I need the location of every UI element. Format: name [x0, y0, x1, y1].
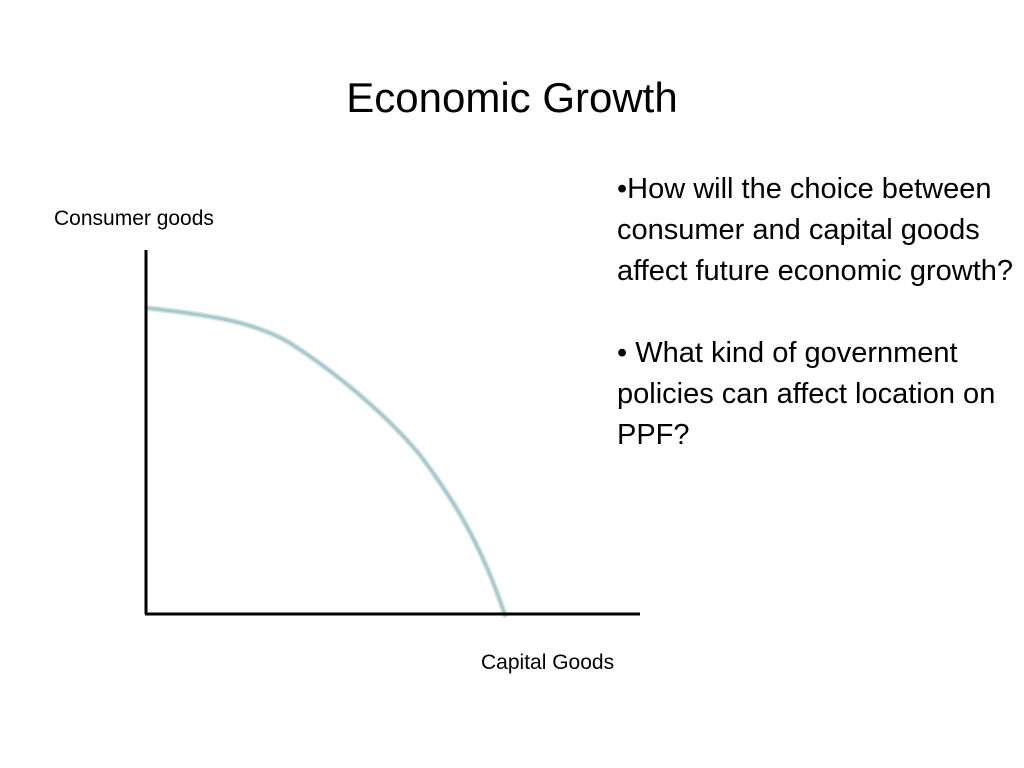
- bullet-list: •How will the choice between consumer an…: [617, 169, 1017, 456]
- bullet-item: •How will the choice between consumer an…: [617, 173, 1014, 287]
- bullet-item: • What kind of government policies can a…: [617, 337, 996, 451]
- x-axis-label: Capital Goods: [481, 651, 615, 674]
- ppf-curve-shadow: [144, 305, 508, 618]
- ppf-curve: [145, 306, 507, 617]
- y-axis-label: Consumer goods: [54, 207, 214, 230]
- slide-title: Economic Growth: [346, 74, 678, 121]
